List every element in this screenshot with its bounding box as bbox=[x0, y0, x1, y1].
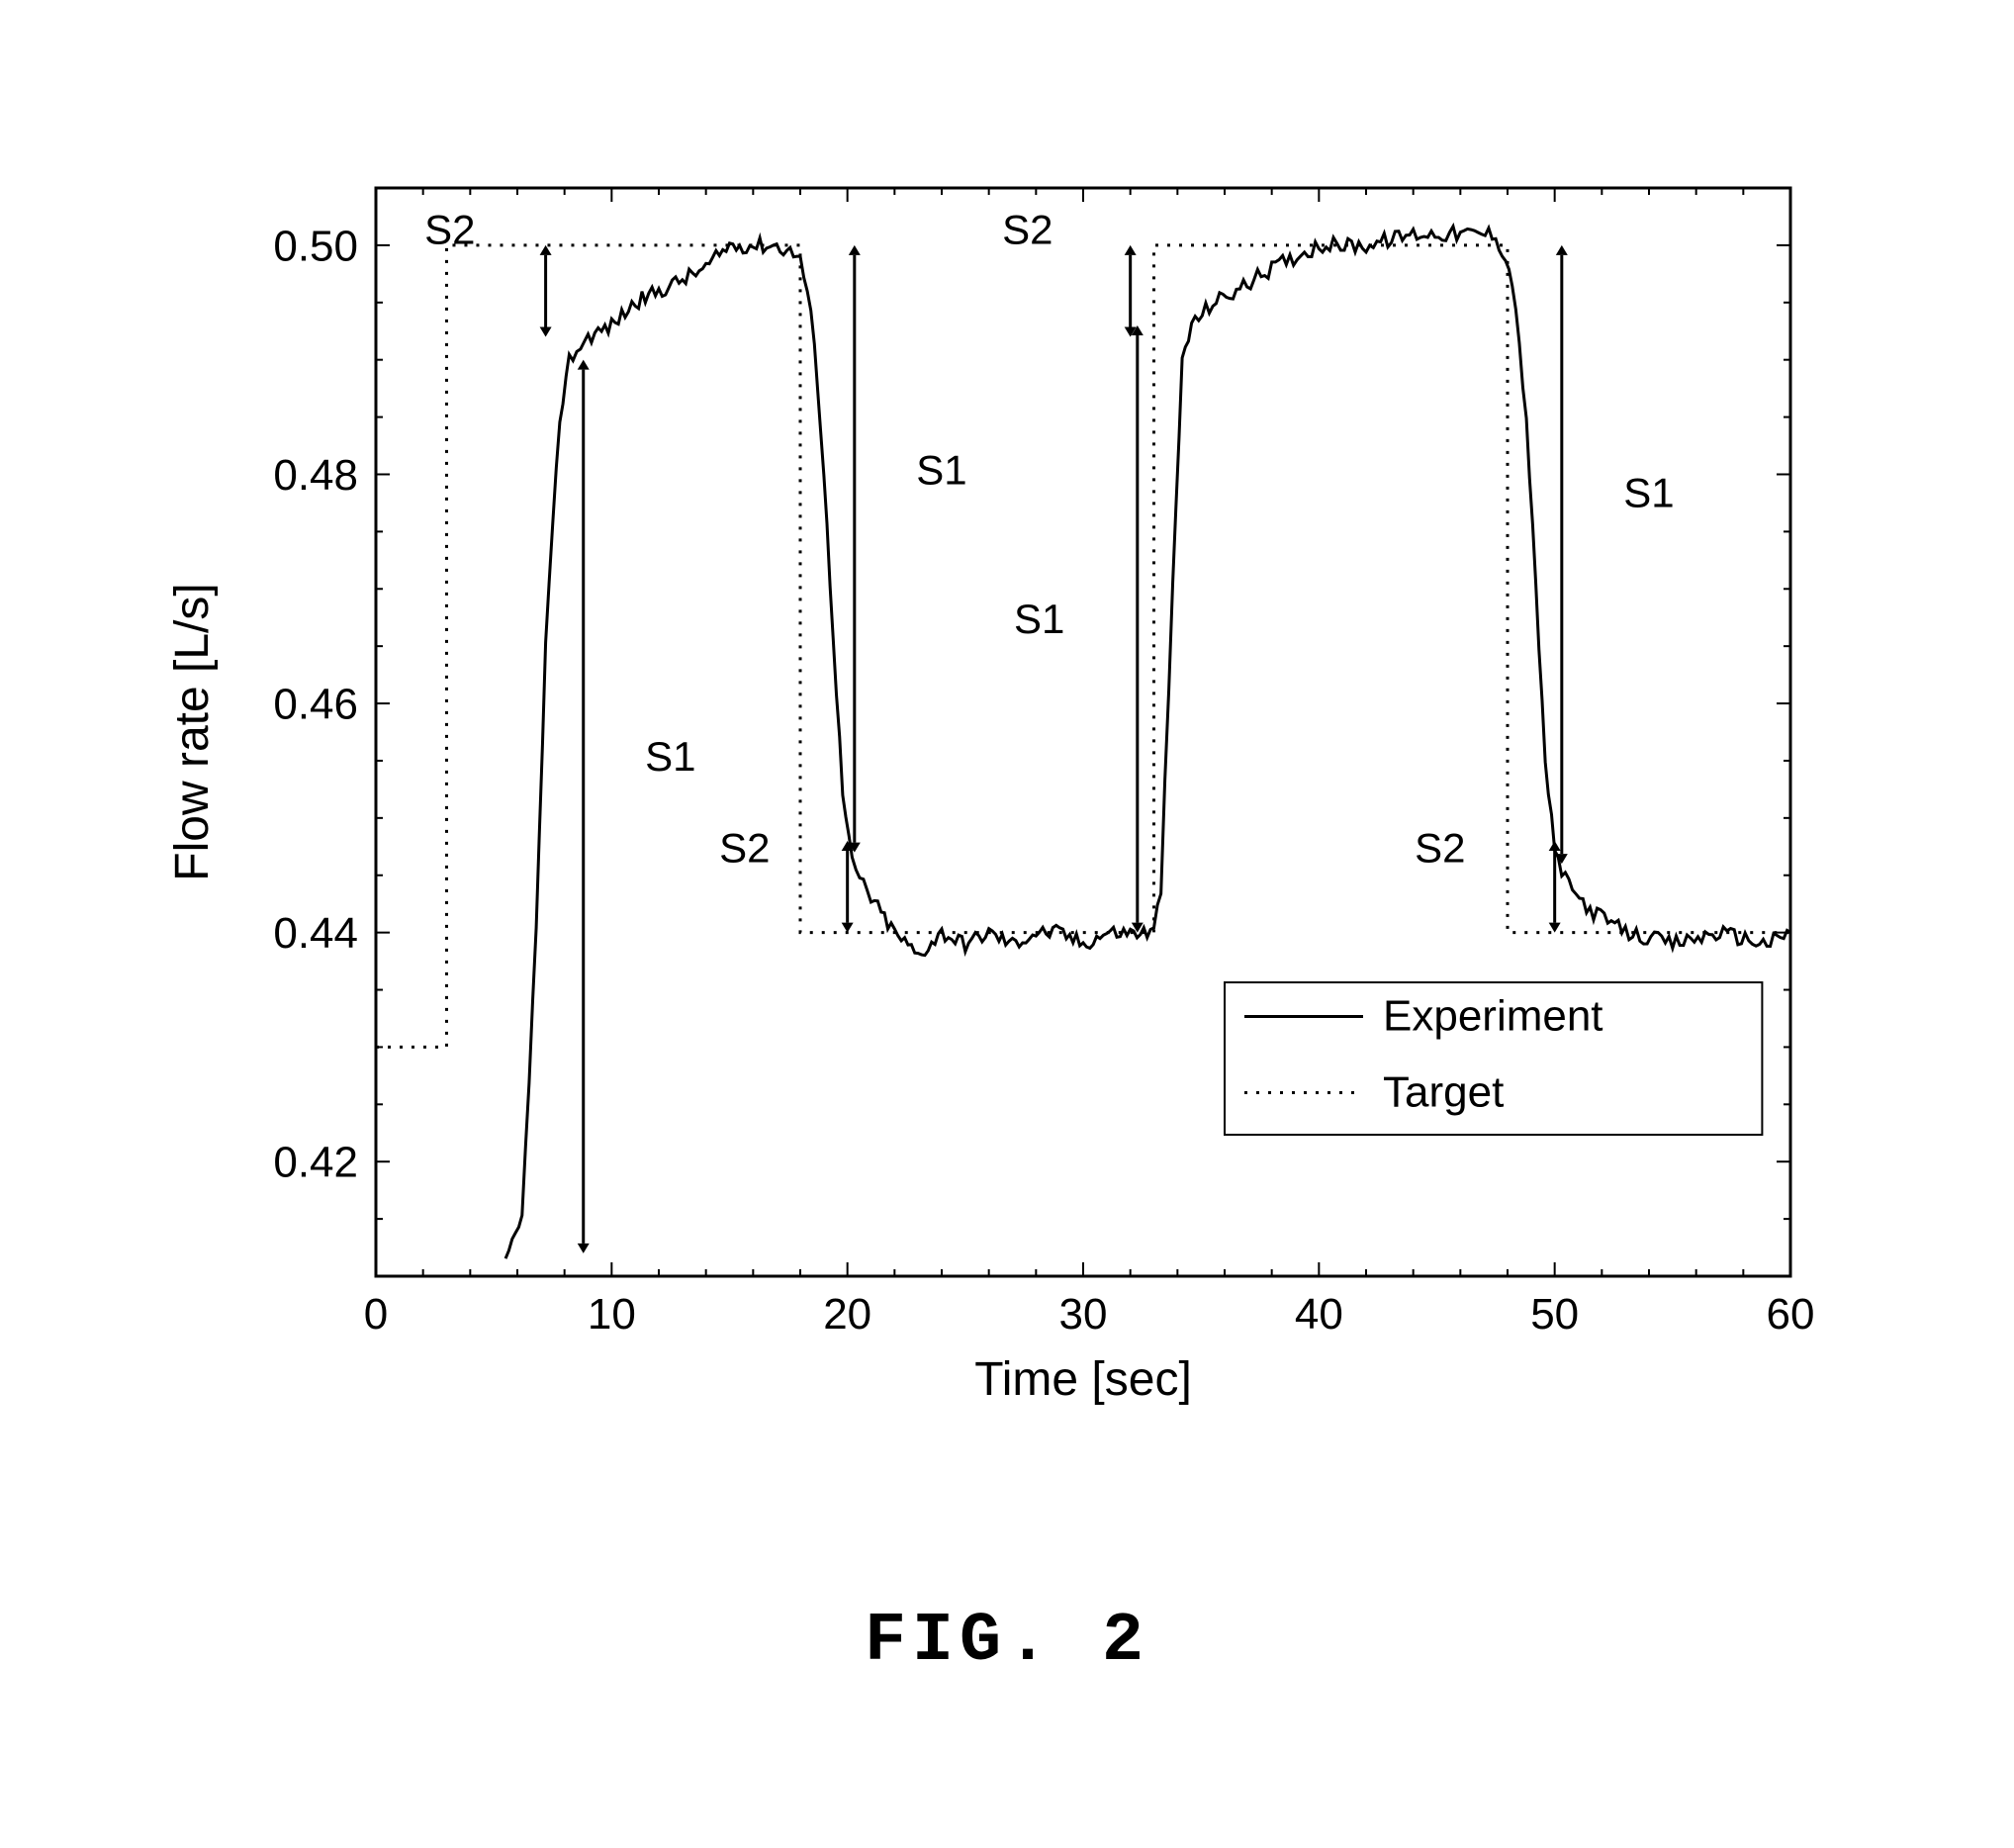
y-tick-label: 0.46 bbox=[273, 680, 358, 728]
chart-container: 0 10 20 30 40 50 60 0.42 0.44 0.46 0.48 0.50 Time [s… bbox=[119, 119, 1895, 1484]
x-axis-label: Time [sec] bbox=[974, 1353, 1192, 1406]
y-axis-label: Flow rate [L/s] bbox=[166, 583, 219, 880]
x-tick-label: 20 bbox=[823, 1290, 871, 1339]
flow-rate-chart: 0 10 20 30 40 50 60 0.42 0.44 0.46 0.48 0.50 Time [s… bbox=[119, 119, 1895, 1484]
x-tick-label: 50 bbox=[1530, 1290, 1579, 1339]
annotation-label: S1 bbox=[1623, 470, 1674, 516]
annotation-label: S2 bbox=[424, 206, 475, 252]
annotation-label: S2 bbox=[719, 825, 770, 872]
x-tick-label: 40 bbox=[1295, 1290, 1343, 1339]
y-tick-label: 0.50 bbox=[273, 222, 358, 270]
y-tick-label: 0.42 bbox=[273, 1139, 358, 1187]
figure-caption: FIG. 2 bbox=[0, 1603, 2014, 1681]
legend-label: Experiment bbox=[1383, 992, 1603, 1041]
annotation-label: S1 bbox=[645, 733, 695, 780]
y-tick-label: 0.44 bbox=[273, 909, 358, 958]
x-tick-label: 10 bbox=[588, 1290, 636, 1339]
annotation-label: S1 bbox=[916, 446, 966, 493]
x-tick-label: 0 bbox=[364, 1290, 388, 1339]
legend-label: Target bbox=[1383, 1068, 1504, 1117]
y-tick-label: 0.48 bbox=[273, 451, 358, 500]
annotation-label: S2 bbox=[1002, 206, 1053, 252]
annotation-label: S1 bbox=[1014, 596, 1064, 642]
x-tick-label: 60 bbox=[1767, 1290, 1815, 1339]
x-tick-label: 30 bbox=[1059, 1290, 1108, 1339]
legend: Experiment Target bbox=[1225, 982, 1762, 1135]
annotation-label: S2 bbox=[1415, 825, 1465, 872]
